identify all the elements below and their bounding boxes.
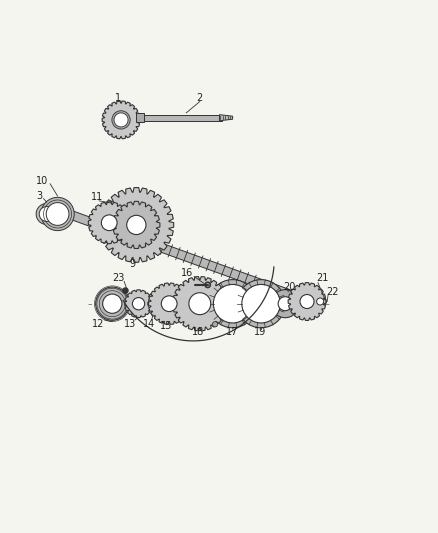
Polygon shape [67, 210, 317, 308]
Circle shape [188, 293, 210, 314]
Text: 9: 9 [129, 260, 135, 269]
Polygon shape [124, 290, 152, 318]
Text: 22: 22 [325, 287, 338, 297]
Text: 14: 14 [143, 319, 155, 329]
Text: 15: 15 [159, 321, 172, 332]
Circle shape [36, 204, 57, 224]
Circle shape [161, 296, 177, 312]
Circle shape [316, 298, 323, 305]
Text: 16: 16 [181, 268, 193, 278]
Text: 3: 3 [36, 191, 42, 201]
Circle shape [213, 285, 251, 323]
Circle shape [132, 297, 145, 310]
Text: 17: 17 [225, 327, 237, 337]
Text: 21: 21 [315, 273, 328, 284]
Circle shape [41, 197, 74, 231]
Polygon shape [102, 101, 140, 139]
Circle shape [127, 215, 146, 235]
Text: 12: 12 [92, 319, 104, 329]
Text: 20: 20 [283, 281, 295, 292]
Polygon shape [113, 201, 159, 248]
Polygon shape [88, 202, 130, 244]
Text: 2: 2 [196, 93, 202, 103]
Polygon shape [172, 277, 226, 331]
Circle shape [127, 215, 146, 235]
Circle shape [101, 215, 117, 231]
Polygon shape [287, 282, 325, 320]
Circle shape [114, 113, 128, 127]
Text: 10: 10 [36, 176, 48, 186]
Text: 1: 1 [115, 93, 121, 103]
Circle shape [143, 294, 162, 313]
Polygon shape [219, 115, 232, 121]
Text: 13: 13 [124, 319, 136, 329]
Text: 11: 11 [91, 192, 103, 203]
Circle shape [313, 295, 325, 308]
Circle shape [102, 294, 122, 313]
Circle shape [271, 290, 298, 318]
Bar [140, 115, 221, 121]
Text: 18: 18 [192, 327, 204, 337]
Circle shape [112, 111, 130, 129]
Circle shape [212, 321, 217, 327]
Circle shape [95, 287, 129, 320]
Circle shape [114, 113, 128, 127]
Circle shape [39, 207, 54, 221]
Circle shape [46, 203, 69, 225]
Bar [136, 114, 144, 122]
Circle shape [241, 285, 280, 323]
Polygon shape [99, 188, 173, 262]
Circle shape [278, 297, 291, 311]
Polygon shape [148, 283, 190, 325]
Circle shape [208, 280, 256, 328]
Text: 19: 19 [253, 327, 265, 337]
Text: 23: 23 [113, 273, 125, 284]
Circle shape [123, 288, 128, 293]
Circle shape [237, 280, 285, 328]
Circle shape [299, 295, 313, 309]
Circle shape [148, 298, 158, 309]
